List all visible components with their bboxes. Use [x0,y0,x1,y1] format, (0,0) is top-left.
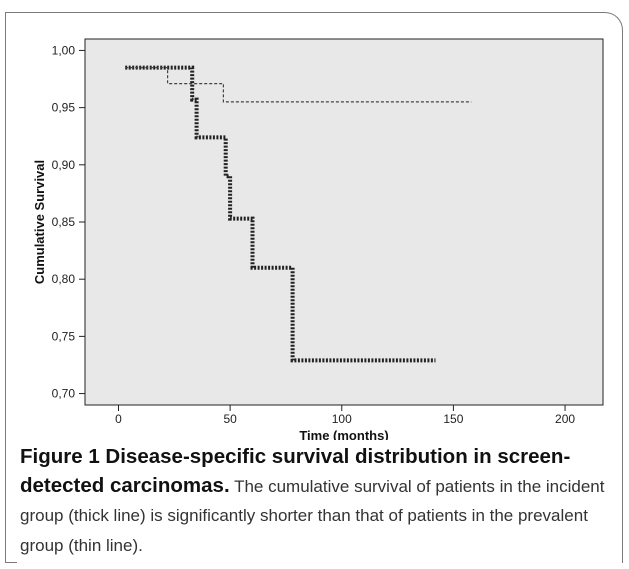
y-tick-label: 0,75 [52,329,76,343]
plot-area [84,38,604,406]
x-tick-label: 0 [115,412,122,426]
y-tick-label: 0,85 [52,215,76,229]
y-tick-label: 0,90 [52,158,76,172]
x-tick-label: 150 [443,412,463,426]
x-axis-label: Time (months) [299,428,388,440]
y-tick-label: 0,80 [52,272,76,286]
x-tick-label: 200 [555,412,575,426]
caption-title: Figure 1 Disease-specific survival distr… [20,445,571,497]
series-line-thin [125,66,472,103]
y-axis: 0,70 0,75 0,80 0,85 0,90 0,95 1,00 [52,43,85,401]
y-tick-label: 0,95 [52,101,76,115]
series-line-thick [125,65,436,363]
figure-frame [5,12,623,563]
y-tick-label: 0,70 [52,387,76,401]
frame-corner [5,562,17,563]
survival-chart: 0,70 0,75 0,80 0,85 0,90 0,95 1,00 0 50 100 150 20… [32,38,604,440]
figure-caption: Figure 1 Disease-specific survival distr… [20,443,618,560]
x-axis: 0 50 100 150 200 [115,405,575,426]
x-tick-label: 50 [223,412,237,426]
x-tick-label: 100 [332,412,352,426]
y-axis-label: Cumulative Survival [32,160,47,284]
caption-separator: . [223,473,230,497]
caption-body: The cumulative survival of patients in t… [20,476,605,555]
series-layer [125,65,472,363]
y-tick-label: 1,00 [52,43,76,57]
